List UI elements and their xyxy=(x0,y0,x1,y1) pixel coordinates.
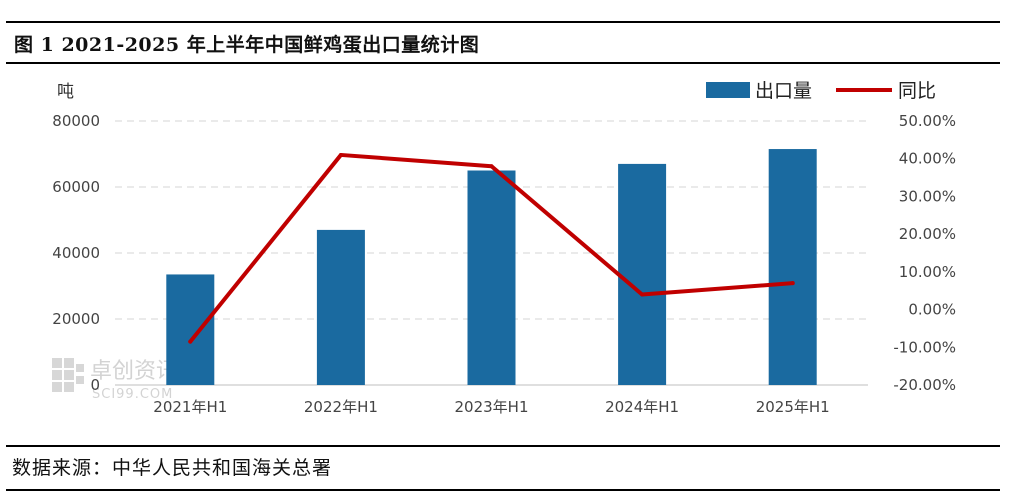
watermark-cn: 卓创资讯 xyxy=(90,359,178,384)
bar xyxy=(618,163,667,385)
legend: 出口量 同比 xyxy=(706,80,936,102)
right-tick-label: 20.00% xyxy=(899,225,956,243)
bar xyxy=(467,170,516,385)
left-tick-label: 80000 xyxy=(52,112,100,130)
top-rule xyxy=(6,21,1000,23)
x-tick-label: 2025年H1 xyxy=(756,398,830,416)
x-tick-label: 2024年H1 xyxy=(605,398,679,416)
right-tick-label: -10.00% xyxy=(893,338,956,356)
watermark-en: SCI99.COM xyxy=(92,387,173,402)
bar-series xyxy=(166,149,817,385)
line-series xyxy=(188,152,795,344)
bar xyxy=(316,229,365,385)
line-point xyxy=(188,339,193,344)
left-tick-label: 60000 xyxy=(52,178,100,196)
left-tick-label: 40000 xyxy=(52,244,100,262)
title-rule xyxy=(6,62,1000,64)
legend-bar-swatch xyxy=(706,82,750,98)
right-tick-label: 50.00% xyxy=(899,112,956,130)
right-tick-label: -20.00% xyxy=(893,376,956,394)
chart-title: 图 1 2021-2025 年上半年中国鲜鸡蛋出口量统计图 xyxy=(14,34,480,56)
x-tick-label: 2022年H1 xyxy=(304,398,378,416)
line-point xyxy=(640,292,645,297)
right-tick-label: 0.00% xyxy=(908,301,956,319)
right-axis: 50.00% 40.00% 30.00% 20.00% 10.00% 0.00% -10.0… xyxy=(893,112,956,394)
footer-rule xyxy=(6,489,1000,491)
watermark: 卓创资讯 SCI99.COM xyxy=(52,358,178,402)
y-axis-unit: 吨 xyxy=(57,82,74,102)
left-axis: 80000 60000 40000 20000 0 xyxy=(52,112,100,394)
x-tick-label: 2021年H1 xyxy=(153,398,227,416)
bar xyxy=(768,149,817,385)
line-point xyxy=(790,281,795,286)
right-tick-label: 30.00% xyxy=(899,187,956,205)
left-tick-label: 0 xyxy=(90,376,100,394)
right-tick-label: 10.00% xyxy=(899,263,956,281)
source-note: 数据来源：中华人民共和国海关总署 xyxy=(12,457,333,479)
legend-bar-label: 出口量 xyxy=(755,80,812,102)
left-tick-label: 20000 xyxy=(52,310,100,328)
bottom-rule xyxy=(6,445,1000,447)
right-tick-label: 40.00% xyxy=(899,150,956,168)
legend-line-label: 同比 xyxy=(898,80,936,102)
bar xyxy=(166,274,215,385)
line-point xyxy=(489,164,494,169)
watermark-logo xyxy=(52,358,84,392)
line-point xyxy=(338,152,343,157)
x-axis: 2021年H1 2022年H1 2023年H1 2024年H1 2025年H1 xyxy=(153,398,829,416)
x-tick-label: 2023年H1 xyxy=(455,398,529,416)
